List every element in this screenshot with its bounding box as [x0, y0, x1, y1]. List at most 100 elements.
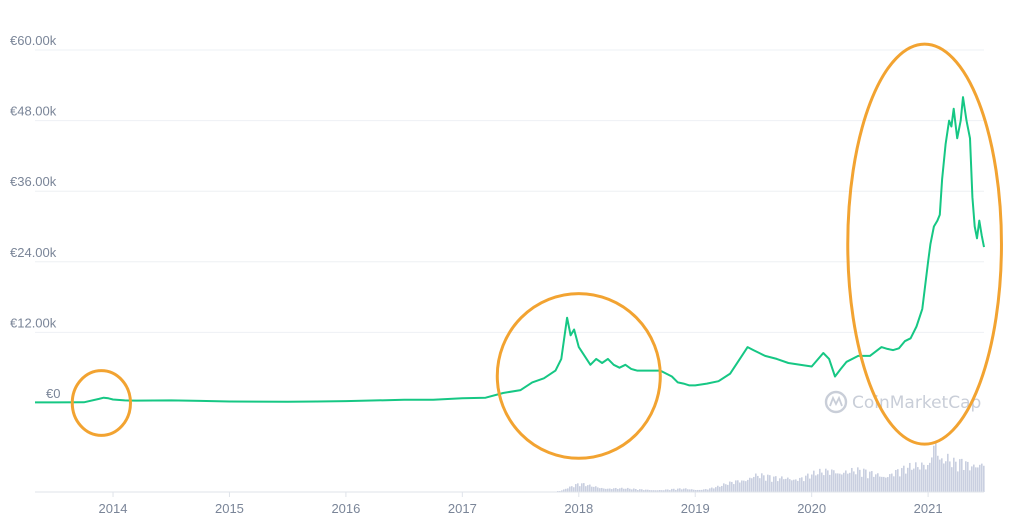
volume-bar: [627, 487, 629, 492]
volume-bar: [605, 488, 607, 492]
x-tick-label: 2019: [681, 501, 710, 516]
volume-bar: [617, 488, 619, 492]
volume-bar: [835, 473, 837, 492]
volume-bar: [735, 480, 737, 492]
volume-bar: [751, 478, 753, 492]
volume-bar: [917, 467, 919, 492]
volume-bar: [647, 489, 649, 492]
volume-bar: [897, 469, 899, 492]
volume-bar: [861, 476, 863, 492]
volume-bar: [797, 480, 799, 492]
volume-bar: [817, 474, 819, 492]
volume-bar: [639, 489, 641, 492]
volume-bar: [865, 469, 867, 492]
volume-bar: [713, 488, 715, 492]
volume-bar: [687, 489, 689, 492]
volume-bar: [697, 489, 699, 492]
volume-bar: [979, 464, 981, 492]
volume-bar: [921, 462, 923, 492]
volume-bar: [893, 476, 895, 492]
volume-bar: [613, 488, 615, 492]
volume-bar: [703, 489, 705, 492]
volume-bar: [673, 488, 675, 492]
volume-bar: [755, 473, 757, 492]
volume-bar: [889, 474, 891, 492]
volume-bar: [925, 469, 927, 492]
volume-bar: [729, 481, 731, 492]
x-tick-label: 2014: [99, 501, 128, 516]
volume-bar: [881, 476, 883, 492]
volume-bar: [873, 476, 875, 492]
volume-bar: [681, 489, 683, 492]
y-tick-label: €0: [46, 386, 60, 401]
volume-bar: [737, 480, 739, 492]
volume-bar: [645, 489, 647, 492]
volume-bar: [723, 483, 725, 492]
volume-bar: [903, 465, 905, 492]
volume-bar: [695, 490, 697, 492]
volume-bar: [869, 471, 871, 492]
volume-bar: [951, 467, 953, 492]
volume-bar: [599, 488, 601, 492]
volume-bar: [957, 471, 959, 492]
volume-bar: [761, 473, 763, 492]
volume-bar: [745, 481, 747, 492]
volume-bar: [963, 469, 965, 492]
volume-bar: [621, 487, 623, 492]
volume-bar: [785, 478, 787, 492]
volume-bar: [655, 490, 657, 492]
volume-bar: [665, 489, 667, 492]
volume-bar: [875, 474, 877, 492]
volume-bar: [577, 483, 579, 492]
volume-bar: [567, 488, 569, 492]
volume-bar: [825, 468, 827, 492]
volume-bar: [629, 488, 631, 492]
volume-bar: [571, 486, 573, 492]
coinmarketcap-logo-icon: [824, 390, 848, 414]
volume-bar: [635, 488, 637, 492]
volume-bar: [847, 473, 849, 492]
volume-bars: [557, 441, 985, 492]
volume-bar: [937, 455, 939, 492]
volume-bar: [855, 474, 857, 492]
volume-bar: [591, 486, 593, 492]
volume-bar: [581, 483, 583, 492]
volume-bar: [807, 473, 809, 492]
volume-bar: [679, 488, 681, 492]
volume-bar: [607, 488, 609, 492]
volume-bar: [587, 485, 589, 492]
volume-bar: [973, 464, 975, 492]
volume-bar: [899, 476, 901, 492]
volume-bar: [927, 464, 929, 492]
volume-bar: [649, 490, 651, 492]
volume-bar: [731, 481, 733, 492]
volume-bar: [901, 468, 903, 492]
volume-bar: [857, 467, 859, 492]
coinmarketcap-logo-mark-icon: [829, 395, 843, 407]
volume-bar: [969, 470, 971, 492]
volume-bar: [859, 469, 861, 492]
volume-bar: [911, 469, 913, 492]
volume-bar: [793, 479, 795, 492]
volume-bar: [633, 488, 635, 492]
grid: [35, 49, 984, 333]
volume-bar: [603, 488, 605, 492]
volume-bar: [939, 459, 941, 492]
volume-bar: [727, 484, 729, 492]
volume-bar: [791, 480, 793, 492]
volume-bar: [947, 453, 949, 492]
volume-bar: [931, 457, 933, 492]
volume-bar: [831, 469, 833, 492]
volume-bar: [625, 488, 627, 492]
volume-bar: [837, 473, 839, 492]
volume-bar: [805, 475, 807, 492]
volume-bar: [977, 467, 979, 492]
volume-bar: [833, 470, 835, 492]
volume-bar: [769, 475, 771, 492]
volume-bar: [819, 468, 821, 492]
volume-bar: [741, 480, 743, 492]
volume-bar: [705, 489, 707, 492]
volume-bar: [781, 476, 783, 492]
volume-bar: [941, 458, 943, 492]
volume-bar: [651, 490, 653, 492]
